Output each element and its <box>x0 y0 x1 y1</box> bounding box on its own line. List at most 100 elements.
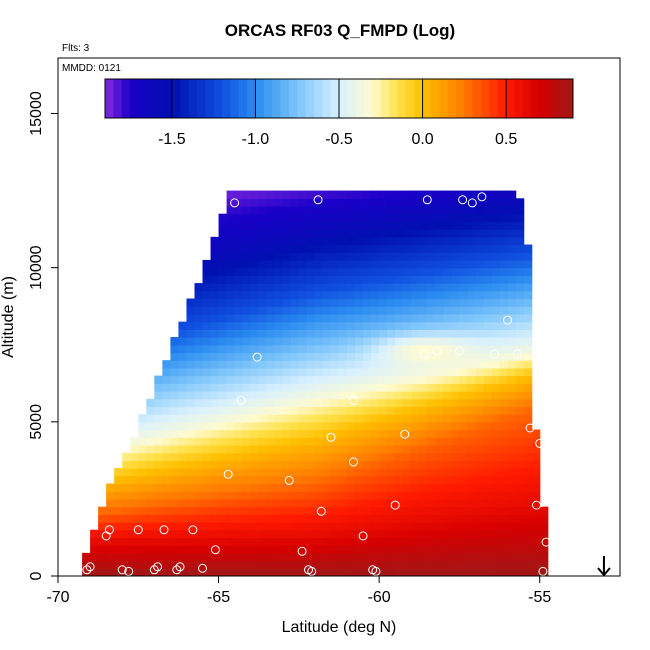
heatmap-cell <box>274 421 284 431</box>
heatmap-cell <box>322 313 332 323</box>
heatmap-cell <box>282 444 292 454</box>
heatmap-cell <box>339 414 348 423</box>
heatmap-cell <box>499 498 509 508</box>
heatmap-cell <box>523 529 533 539</box>
heatmap-cell <box>475 267 485 276</box>
heatmap-cell <box>387 552 396 562</box>
heatmap-cell <box>499 259 509 269</box>
heatmap-cell <box>491 283 501 292</box>
heatmap-cell <box>507 522 517 531</box>
heatmap-cell <box>218 290 228 300</box>
heatmap-cell <box>250 298 260 307</box>
heatmap-cell <box>266 421 276 431</box>
heatmap-cell <box>339 244 348 253</box>
heatmap-cell <box>475 252 485 261</box>
heatmap-cell <box>355 406 364 415</box>
heatmap-cell <box>427 391 436 400</box>
heatmap-cell <box>355 506 364 515</box>
heatmap-cell <box>186 391 196 400</box>
sample-point <box>458 195 468 205</box>
heatmap-cell <box>451 383 461 392</box>
heatmap-cell <box>330 506 340 515</box>
colorbar-swatch <box>230 79 240 118</box>
heatmap-cell <box>483 275 493 284</box>
heatmap-cell <box>363 367 372 377</box>
heatmap-cell <box>258 329 268 338</box>
heatmap-cell <box>499 460 509 469</box>
heatmap-cell <box>274 444 284 454</box>
heatmap-cell <box>210 483 220 492</box>
heatmap-cell <box>170 352 180 361</box>
heatmap-cell <box>499 568 509 576</box>
colorbar-swatch <box>113 79 123 118</box>
heatmap-cell <box>523 552 533 562</box>
heatmap-cell <box>202 498 212 508</box>
heatmap-cell <box>515 529 525 539</box>
heatmap-cell <box>427 290 436 300</box>
heatmap-cell <box>202 259 212 269</box>
heatmap-cell <box>339 267 348 276</box>
heatmap-cell <box>435 391 444 400</box>
heatmap-cell <box>355 290 364 300</box>
heatmap-cell <box>451 475 461 485</box>
heatmap-cell <box>242 375 252 384</box>
heatmap-cell <box>531 506 541 515</box>
heatmap-cell <box>339 213 348 223</box>
heatmap-cell <box>371 213 380 223</box>
heatmap-cell <box>427 537 436 546</box>
heatmap-cell <box>282 313 292 323</box>
heatmap-cell <box>475 414 485 423</box>
heatmap-cell <box>459 398 469 408</box>
heatmap-cell <box>451 298 461 307</box>
heatmap-cell <box>411 198 420 207</box>
heatmap-cell <box>314 545 324 554</box>
heatmap-cell <box>379 229 388 238</box>
heatmap-cell <box>459 568 469 576</box>
heatmap-cell <box>282 275 292 284</box>
heatmap-cell <box>379 560 388 569</box>
heatmap-cell <box>355 383 364 392</box>
heatmap-cell <box>306 283 316 292</box>
heatmap-cell <box>435 421 444 431</box>
heatmap-cell <box>234 275 244 284</box>
heatmap-cell <box>330 367 340 377</box>
heatmap-cell <box>250 306 260 315</box>
heatmap-cell <box>290 321 300 330</box>
heatmap-cell <box>194 529 204 539</box>
heatmap-cell <box>491 506 501 515</box>
heatmap-cell <box>242 267 252 276</box>
heatmap-cell <box>467 360 477 369</box>
heatmap-cell <box>186 306 196 315</box>
heatmap-cell <box>499 306 509 315</box>
heatmap-cell <box>395 213 404 223</box>
heatmap-cell <box>443 429 452 438</box>
heatmap-cell <box>250 259 260 269</box>
heatmap-cell <box>475 429 485 438</box>
heatmap-cell <box>122 514 131 523</box>
heatmap-cell <box>130 491 139 500</box>
heatmap-cell <box>475 568 485 576</box>
heatmap-cell <box>298 537 308 546</box>
heatmap-cell <box>459 498 469 508</box>
heatmap-cell <box>114 491 123 500</box>
heatmap-cell <box>306 398 316 408</box>
heatmap-cell <box>266 437 276 446</box>
heatmap-cell <box>146 537 155 546</box>
heatmap-cell <box>106 483 115 492</box>
heatmap-cell <box>387 298 396 307</box>
heatmap-cell <box>314 206 324 215</box>
heatmap-cell <box>170 406 180 415</box>
heatmap-cell <box>322 252 332 261</box>
heatmap-cell <box>395 360 404 369</box>
heatmap-cell <box>162 468 171 477</box>
heatmap-cell <box>330 468 340 477</box>
heatmap-cell <box>290 221 300 230</box>
heatmap-cell <box>306 221 316 230</box>
heatmap-cell <box>435 568 444 576</box>
heatmap-cell <box>202 506 212 515</box>
heatmap-cell <box>419 344 428 354</box>
heatmap-cell <box>419 414 428 423</box>
heatmap-cell <box>266 483 276 492</box>
heatmap-cell <box>242 483 252 492</box>
